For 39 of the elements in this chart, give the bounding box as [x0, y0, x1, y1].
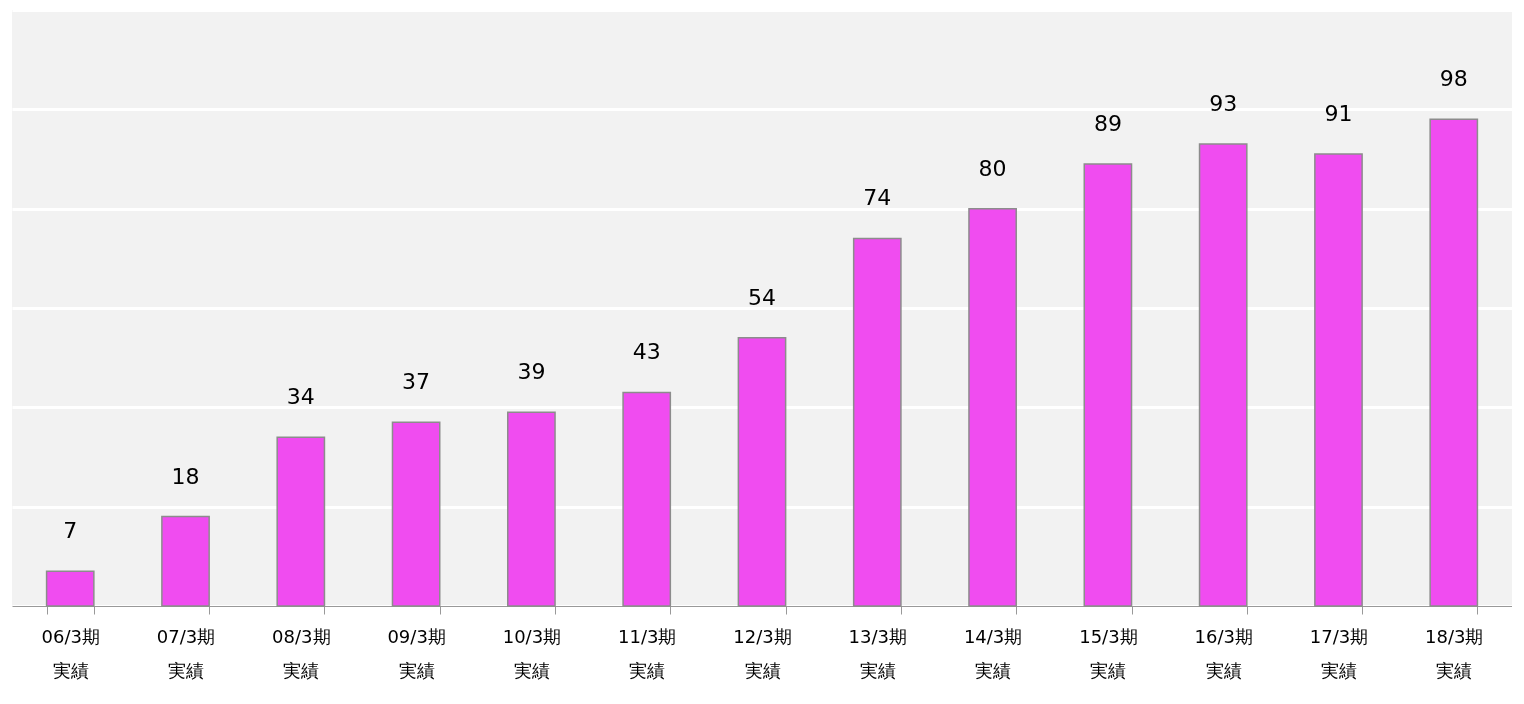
data-label: 93	[1209, 91, 1238, 117]
data-label: 37	[402, 369, 431, 395]
x-tick-label: 09/3期実績	[387, 625, 446, 681]
x-tick-label: 10/3期実績	[502, 625, 562, 681]
x-tick-label: 13/3期実績	[848, 625, 908, 681]
x-tick-label: 18/3期実績	[1425, 625, 1484, 681]
data-label: 91	[1324, 101, 1353, 127]
bar	[1429, 118, 1479, 607]
bar	[45, 570, 95, 607]
bar	[391, 421, 441, 607]
data-label: 18	[171, 463, 200, 489]
x-tick-label: 07/3期実績	[156, 625, 216, 681]
bar	[968, 207, 1017, 607]
x-tick-label: 08/3期実績	[272, 625, 331, 681]
data-label: 7	[63, 518, 78, 544]
bar	[1083, 163, 1133, 607]
bar	[1314, 153, 1363, 607]
data-label: 80	[978, 155, 1007, 181]
bar	[622, 391, 672, 607]
x-tick-label: 15/3期実績	[1079, 625, 1138, 681]
x-tick-label: 06/3期実績	[41, 625, 100, 681]
x-tick-label: 16/3期実績	[1194, 625, 1253, 681]
bar	[852, 237, 902, 607]
data-label: 39	[517, 359, 546, 385]
data-label: 74	[863, 185, 892, 211]
data-label: 89	[1093, 110, 1122, 136]
data-label: 54	[748, 284, 776, 310]
bar	[507, 411, 556, 607]
x-tick-label: 17/3期実績	[1309, 625, 1369, 681]
data-label: 98	[1439, 66, 1468, 92]
bar	[276, 436, 326, 607]
data-label: 43	[632, 339, 661, 365]
bar	[161, 515, 210, 607]
x-tick-label: 14/3期実績	[963, 625, 1023, 681]
data-label: 34	[286, 384, 315, 410]
x-tick-label: 12/3期実績	[733, 625, 792, 681]
x-tick-label: 11/3期実績	[617, 625, 677, 681]
bar	[1198, 143, 1248, 607]
bar	[737, 337, 787, 607]
